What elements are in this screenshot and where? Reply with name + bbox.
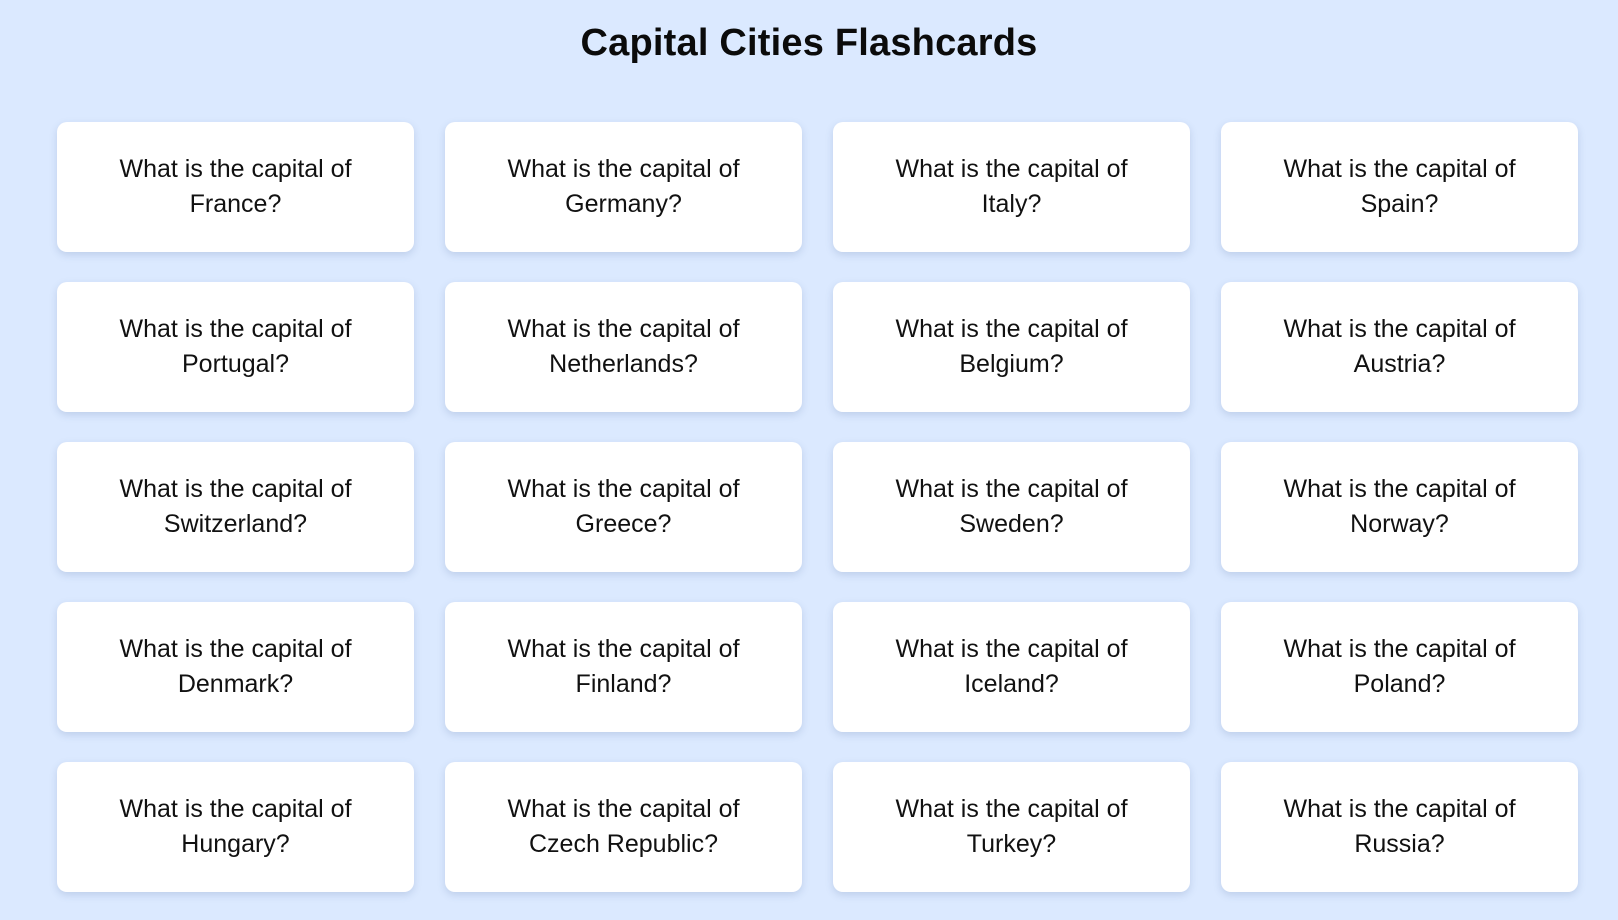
flashcard[interactable]: What is the capital of Germany? — [445, 122, 802, 252]
flashcard[interactable]: What is the capital of Greece? — [445, 442, 802, 572]
flashcard-question-line-1: What is the capital of — [119, 155, 352, 183]
flashcard-question-line-1: What is the capital of — [895, 795, 1128, 823]
flashcard-question-line-1: What is the capital of — [1283, 635, 1516, 663]
flashcard-question-line-2: Netherlands? — [549, 350, 698, 378]
flashcard-question: What is the capital of Russia? — [1283, 792, 1515, 862]
flashcard-question-line-2: Germany? — [565, 190, 682, 218]
flashcard-question-line-1: What is the capital of — [507, 635, 740, 663]
flashcard-question: What is the capital of Norway? — [1283, 472, 1515, 542]
flashcard-question: What is the capital of Sweden? — [895, 472, 1127, 542]
flashcard-question-line-2: Sweden? — [959, 510, 1064, 538]
flashcard-question: What is the capital of Spain? — [1283, 152, 1515, 222]
flashcard-question-line-2: Czech Republic? — [529, 830, 718, 858]
flashcard-question-line-1: What is the capital of — [1283, 795, 1516, 823]
flashcard-question: What is the capital of Portugal? — [119, 312, 351, 382]
flashcard-question: What is the capital of Austria? — [1283, 312, 1515, 382]
flashcard-question-line-2: Italy? — [981, 190, 1042, 218]
flashcard-question: What is the capital of Turkey? — [895, 792, 1127, 862]
flashcard-question-line-1: What is the capital of — [1283, 475, 1516, 503]
flashcard-question-line-2: Denmark? — [177, 670, 294, 698]
page-title: Capital Cities Flashcards — [580, 22, 1038, 64]
flashcard-question: What is the capital of Finland? — [507, 632, 739, 702]
flashcard-question-line-2: Poland? — [1353, 670, 1446, 698]
flashcard[interactable]: What is the capital of Russia? — [1221, 762, 1578, 892]
flashcard-question-line-1: What is the capital of — [1283, 315, 1516, 343]
flashcard-question: What is the capital of France? — [119, 152, 351, 222]
flashcard-question-line-2: Norway? — [1350, 510, 1449, 538]
flashcard-question: What is the capital of Switzerland? — [119, 472, 351, 542]
flashcard[interactable]: What is the capital of Norway? — [1221, 442, 1578, 572]
flashcard-question: What is the capital of Belgium? — [895, 312, 1127, 382]
flashcard-question-line-2: Greece? — [575, 510, 672, 538]
flashcard[interactable]: What is the capital of Turkey? — [833, 762, 1190, 892]
flashcard-question-line-1: What is the capital of — [895, 315, 1128, 343]
flashcard-question-line-1: What is the capital of — [507, 155, 740, 183]
flashcard[interactable]: What is the capital of Spain? — [1221, 122, 1578, 252]
flashcard-question: What is the capital of Poland? — [1283, 632, 1515, 702]
flashcard-question-line-1: What is the capital of — [1283, 155, 1516, 183]
flashcard-question-line-2: Finland? — [575, 670, 672, 698]
flashcard-question-line-2: Portugal? — [181, 350, 290, 378]
flashcard-grid: What is the capital of France? What is th… — [57, 122, 1578, 892]
flashcard-question-line-2: Spain? — [1360, 190, 1439, 218]
flashcard-question-line-2: Iceland? — [964, 670, 1059, 698]
flashcard-question: What is the capital of Iceland? — [895, 632, 1127, 702]
flashcard[interactable]: What is the capital of Hungary? — [57, 762, 414, 892]
flashcard[interactable]: What is the capital of Iceland? — [833, 602, 1190, 732]
flashcard-question-line-1: What is the capital of — [507, 795, 740, 823]
flashcard-question-line-2: Hungary? — [181, 830, 290, 858]
flashcard[interactable]: What is the capital of Switzerland? — [57, 442, 414, 572]
flashcard-question-line-1: What is the capital of — [895, 635, 1128, 663]
flashcard-question-line-2: Austria? — [1353, 350, 1446, 378]
flashcard-question: What is the capital of Denmark? — [119, 632, 351, 702]
flashcard-question: What is the capital of Italy? — [895, 152, 1127, 222]
flashcard-question-line-1: What is the capital of — [895, 475, 1128, 503]
flashcard-question: What is the capital of Germany? — [507, 152, 739, 222]
flashcard-question-line-2: Turkey? — [966, 830, 1057, 858]
flashcard[interactable]: What is the capital of Czech Republic? — [445, 762, 802, 892]
flashcard-question-line-1: What is the capital of — [119, 635, 352, 663]
flashcard[interactable]: What is the capital of Poland? — [1221, 602, 1578, 732]
flashcard-question-line-1: What is the capital of — [895, 155, 1128, 183]
flashcard[interactable]: What is the capital of Denmark? — [57, 602, 414, 732]
flashcard-question: What is the capital of Czech Republic? — [507, 792, 739, 862]
flashcard-question-line-1: What is the capital of — [507, 475, 740, 503]
flashcard[interactable]: What is the capital of Portugal? — [57, 282, 414, 412]
flashcard[interactable]: What is the capital of Austria? — [1221, 282, 1578, 412]
flashcard[interactable]: What is the capital of Finland? — [445, 602, 802, 732]
flashcard[interactable]: What is the capital of Sweden? — [833, 442, 1190, 572]
flashcard[interactable]: What is the capital of France? — [57, 122, 414, 252]
flashcard-question-line-2: Switzerland? — [163, 510, 308, 538]
flashcard-question-line-2: Belgium? — [959, 350, 1064, 378]
flashcard-question-line-1: What is the capital of — [119, 795, 352, 823]
flashcard-question: What is the capital of Greece? — [507, 472, 739, 542]
flashcard-question-line-1: What is the capital of — [507, 315, 740, 343]
flashcard-question-line-1: What is the capital of — [119, 315, 352, 343]
flashcard[interactable]: What is the capital of Belgium? — [833, 282, 1190, 412]
flashcard-question: What is the capital of Hungary? — [119, 792, 351, 862]
flashcard-question: What is the capital of Netherlands? — [507, 312, 739, 382]
flashcard-question-line-2: Russia? — [1354, 830, 1445, 858]
flashcard[interactable]: What is the capital of Italy? — [833, 122, 1190, 252]
flashcard-question-line-1: What is the capital of — [119, 475, 352, 503]
flashcard[interactable]: What is the capital of Netherlands? — [445, 282, 802, 412]
flashcard-question-line-2: France? — [189, 190, 282, 218]
